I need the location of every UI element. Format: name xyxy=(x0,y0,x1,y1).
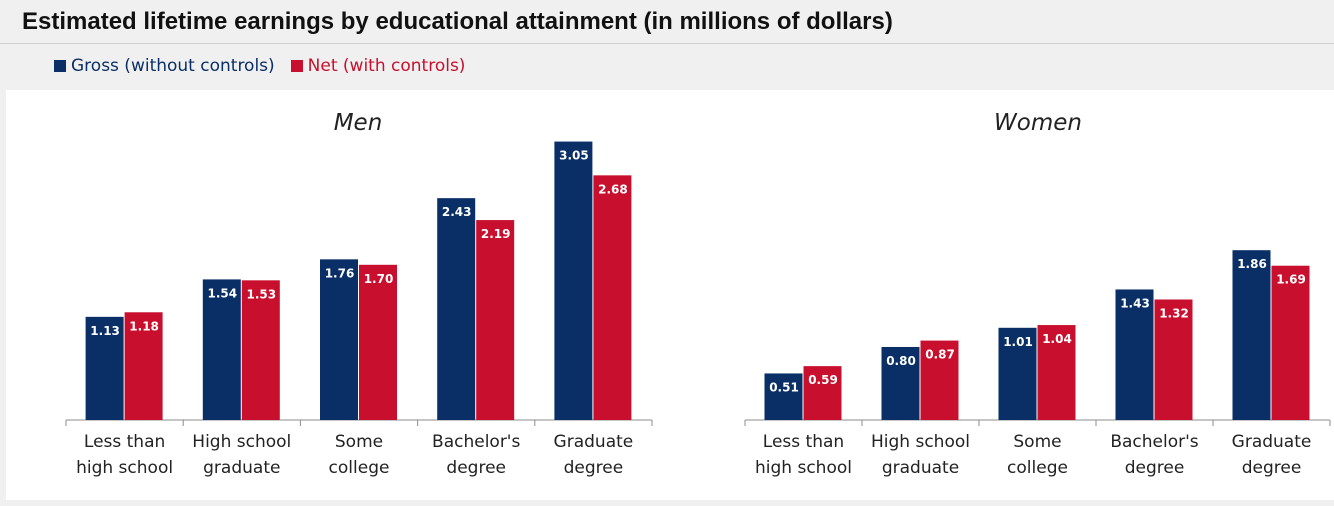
women-value-label-gross: 0.80 xyxy=(886,354,916,368)
women-bar-gross xyxy=(764,373,803,420)
men-value-label-net: 1.18 xyxy=(129,319,159,333)
men-bar-net xyxy=(241,280,280,420)
men-bar-gross xyxy=(202,279,241,420)
women-category-label: high school xyxy=(755,458,852,478)
women-bar-gross xyxy=(1232,250,1271,420)
men-value-label-gross: 2.43 xyxy=(442,205,472,219)
women-bar-net xyxy=(920,340,959,420)
women-value-label-net: 1.69 xyxy=(1276,273,1306,287)
women-chart-panel: Women 0.51 0.59 Less than high school 0.80 0.8… xyxy=(661,90,1334,500)
women-panel-title: Women xyxy=(994,110,1082,136)
men-category-label: High school xyxy=(192,432,291,452)
women-value-label-net: 0.87 xyxy=(925,348,955,362)
men-category-label: Less than xyxy=(84,432,165,452)
men-category-label: degree xyxy=(564,458,624,478)
women-bar-net xyxy=(1271,265,1310,420)
legend-item-gross: Gross (without controls) xyxy=(54,56,275,76)
legend-label-net: Net (with controls) xyxy=(307,56,466,76)
legend-swatch-gross xyxy=(54,60,66,72)
men-value-label-gross: 1.13 xyxy=(90,324,120,338)
men-bar-gross xyxy=(554,141,593,420)
women-category-label: degree xyxy=(1242,458,1302,478)
men-category-label: degree xyxy=(446,458,506,478)
men-value-label-gross: 1.54 xyxy=(207,286,237,300)
women-value-label-gross: 1.01 xyxy=(1003,335,1033,349)
women-value-label-gross: 1.86 xyxy=(1237,257,1267,271)
men-panel-title: Men xyxy=(334,110,383,136)
men-value-label-net: 1.53 xyxy=(246,287,276,301)
men-value-label-net: 1.70 xyxy=(364,272,394,286)
women-value-label-net: 1.04 xyxy=(1042,332,1072,346)
women-chart: Women 0.51 0.59 Less than high school 0.80 0.8… xyxy=(744,110,1331,478)
men-value-label-net: 2.19 xyxy=(481,227,511,241)
women-category-label: High school xyxy=(871,432,970,452)
men-category-label: Some xyxy=(335,432,383,452)
legend-swatch-net xyxy=(290,60,303,72)
women-bar-gross xyxy=(881,346,920,420)
men-value-label-gross: 3.05 xyxy=(559,149,589,163)
women-bar-gross xyxy=(998,327,1037,420)
legend-label-gross: Gross (without controls) xyxy=(71,56,275,76)
women-category-label: Less than xyxy=(763,432,844,452)
women-category-label: Bachelor's xyxy=(1110,432,1198,452)
women-value-label-gross: 0.51 xyxy=(769,380,799,394)
women-category-label: college xyxy=(1007,458,1068,478)
men-bar-gross xyxy=(437,198,476,420)
chart-title: Estimated lifetime earnings by education… xyxy=(22,8,893,35)
men-bar-net xyxy=(593,175,632,420)
women-value-label-net: 1.32 xyxy=(1159,306,1189,320)
women-value-label-net: 0.59 xyxy=(808,373,838,387)
men-category-label: college xyxy=(329,458,390,478)
legend-item-net: Net (with controls) xyxy=(290,56,466,76)
women-category-label: degree xyxy=(1125,458,1185,478)
women-category-label: Graduate xyxy=(1232,432,1312,452)
men-chart: Men 1.13 1.18 Less than high school 1.54 1.53 H… xyxy=(65,110,653,478)
men-bar-net xyxy=(124,312,163,420)
women-bar-gross xyxy=(1115,289,1154,420)
men-bar-net xyxy=(359,264,397,420)
women-category-label: graduate xyxy=(882,458,959,478)
men-bar-gross xyxy=(320,259,358,420)
men-category-label: graduate xyxy=(203,458,280,478)
women-bar-net xyxy=(803,366,842,420)
women-category-label: Some xyxy=(1013,432,1061,452)
legend: Gross (without controls) Net (with contr… xyxy=(54,56,465,76)
men-chart-panel: Men 1.13 1.18 Less than high school 1.54 1.53 H… xyxy=(6,90,661,500)
men-value-label-gross: 1.76 xyxy=(325,266,355,280)
men-bar-gross xyxy=(85,316,124,420)
men-category-label: Bachelor's xyxy=(432,432,520,452)
men-category-label: high school xyxy=(76,458,173,478)
title-divider xyxy=(0,43,1334,44)
women-value-label-gross: 1.43 xyxy=(1120,296,1150,310)
women-bar-net xyxy=(1037,325,1076,420)
men-category-label: Graduate xyxy=(554,432,634,452)
men-value-label-net: 2.68 xyxy=(598,182,628,196)
men-bar-net xyxy=(476,220,515,420)
women-bar-net xyxy=(1154,299,1193,420)
